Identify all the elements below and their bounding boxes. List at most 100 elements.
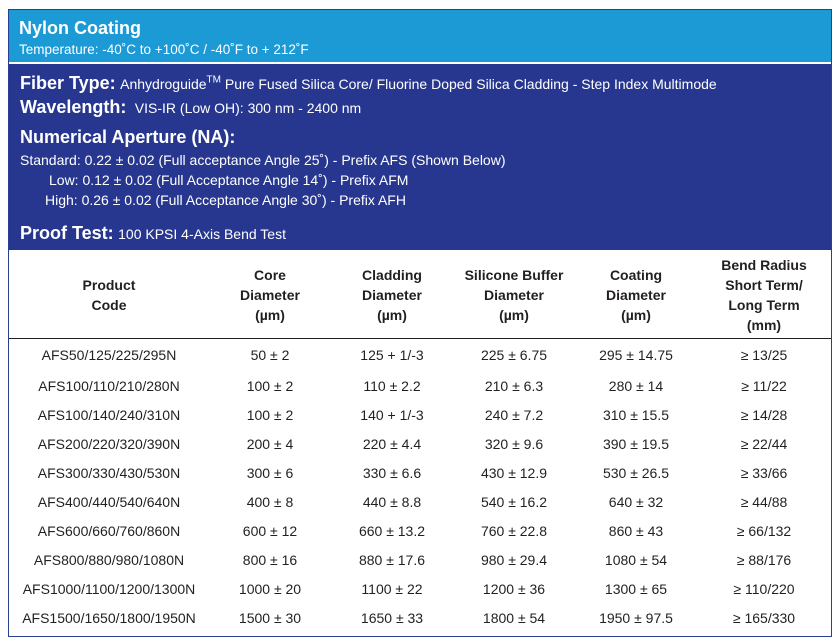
cell-buffer: 225 ± 6.75	[480, 347, 548, 363]
header-line: Cladding	[362, 267, 422, 283]
cell-product-code: AFS600/660/760/860N	[37, 522, 181, 539]
table-row: AFS600/660/760/860N 600 ± 12 660 ± 13.2 760…	[9, 516, 831, 545]
cell-coating: 295 ± 14.75	[599, 347, 673, 363]
cell-cladding: 660 ± 13.2	[358, 522, 426, 539]
cell-cladding: 330 ± 6.6	[362, 464, 422, 481]
cell-core: 1500 ± 30	[238, 609, 302, 626]
cell-core: 600 ± 12	[242, 522, 298, 539]
cell-bend-radius: ≥ 66/132	[736, 522, 792, 539]
fiber-type-label: Fiber Type:	[20, 73, 116, 93]
proof-test-label: Proof Test:	[20, 223, 114, 243]
header-line: Long Term	[728, 297, 800, 313]
cell-core: 300 ± 6	[246, 464, 294, 481]
cell-cladding: 140 + 1/-3	[360, 406, 424, 423]
cell-bend-radius: ≥ 33/66	[740, 464, 788, 481]
cell-coating: 390 ± 19.5	[602, 435, 670, 452]
cell-bend-radius: ≥ 14/28	[740, 406, 788, 423]
proof-test-line: Proof Test: 100 KPSI 4-Axis Bend Test	[20, 223, 286, 244]
header-line: (µm)	[377, 307, 407, 323]
header-line: (µm)	[499, 307, 529, 323]
title-bar: Nylon Coating Temperature: -40˚C to +100…	[9, 10, 831, 62]
cell-buffer: 240 ± 7.2	[484, 406, 544, 423]
cell-bend-radius: ≥ 22/44	[740, 435, 788, 452]
header-line: Short Term/	[725, 277, 803, 293]
table-header: Product Code Core Diameter (µm) Cladding Dia…	[9, 252, 831, 339]
header-line: Diameter	[484, 287, 544, 303]
cell-core: 100 ± 2	[246, 377, 294, 394]
cell-coating: 530 ± 26.5	[602, 464, 670, 481]
section-title: Nylon Coating	[19, 18, 141, 38]
cell-buffer: 1200 ± 36	[482, 580, 546, 597]
header-line: Coating	[609, 267, 663, 283]
wavelength-label: Wavelength:	[20, 97, 127, 117]
table-row: AFS800/880/980/1080N 800 ± 16 880 ± 17.6 98…	[9, 545, 831, 574]
cell-buffer: 430 ± 12.9	[480, 464, 548, 481]
header-line: Code	[91, 297, 127, 313]
cell-core: 400 ± 8	[246, 493, 294, 510]
table-row: AFS1500/1650/1800/1950N 1500 ± 30 1650 ± 3…	[9, 603, 831, 632]
cell-cladding: 125 + 1/-3	[360, 347, 424, 363]
wavelength-line: Wavelength: VIS-IR (Low OH): 300 nm - 24…	[20, 97, 361, 118]
cell-coating: 1300 ± 65	[604, 580, 668, 597]
cell-bend-radius: ≥ 88/176	[736, 551, 792, 568]
na-high: High: 0.26 ± 0.02 (Full Acceptance Angle…	[45, 192, 406, 208]
proof-test-value: 100 KPSI 4-Axis Bend Test	[118, 226, 286, 242]
cell-product-code: AFS1000/1100/1200/1300N	[22, 580, 196, 597]
document-frame	[8, 9, 832, 637]
fiber-brand: Anhydroguide	[120, 76, 207, 92]
table-row: AFS1000/1100/1200/1300N 1000 ± 20 1100 ± 2…	[9, 574, 831, 603]
trademark-mark: TM	[206, 74, 221, 86]
cell-bend-radius: ≥ 44/88	[740, 493, 788, 510]
cell-cladding: 1650 ± 33	[360, 609, 424, 626]
cell-cladding: 440 ± 8.8	[362, 493, 422, 510]
cell-cladding: 880 ± 17.6	[358, 551, 426, 568]
header-row: Product Code Core Diameter (µm) Cladding Dia…	[9, 252, 831, 339]
table-row: AFS300/330/430/530N 300 ± 6 330 ± 6.6 430 ±…	[9, 458, 831, 487]
header-line: (µm)	[621, 307, 651, 323]
cell-product-code: AFS100/110/210/280N	[38, 377, 180, 394]
na-low: Low: 0.12 ± 0.02 (Full Acceptance Angle …	[49, 172, 409, 188]
cell-product-code: AFS200/220/320/390N	[37, 435, 181, 452]
header-line: Bend Radius	[721, 257, 807, 273]
cell-cladding: 220 ± 4.4	[362, 435, 422, 452]
header-bend-radius: Bend Radius Short Term/Long Term (mm)	[697, 252, 831, 339]
header-line: Diameter	[606, 287, 666, 303]
cell-core: 100 ± 2	[246, 406, 294, 423]
cell-coating: 1080 ± 54	[604, 551, 668, 568]
cell-buffer: 980 ± 29.4	[480, 551, 548, 568]
cell-product-code: AFS100/140/240/310N	[37, 406, 181, 423]
cell-product-code: AFS1500/1650/1800/1950N	[22, 609, 196, 626]
cell-core: 800 ± 16	[242, 551, 298, 568]
cell-bend-radius: ≥ 11/22	[741, 377, 787, 394]
cell-coating: 640 ± 32	[608, 493, 664, 510]
cell-bend-radius: ≥ 110/220	[733, 580, 795, 597]
cell-coating: 310 ± 15.5	[602, 406, 670, 423]
numerical-aperture-label: Numerical Aperture (NA):	[20, 127, 236, 147]
cell-coating: 860 ± 43	[608, 522, 664, 539]
cell-buffer: 760 ± 22.8	[480, 522, 548, 539]
cell-cladding: 1100 ± 22	[361, 580, 423, 597]
header-line: Diameter	[362, 287, 422, 303]
table-row: AFS50/125/225/295N 50 ± 2 125 + 1/-3 225 ± …	[9, 339, 831, 372]
cell-buffer: 210 ± 6.3	[484, 377, 544, 394]
cell-coating: 1950 ± 97.5	[599, 609, 673, 626]
header-coating-diameter: Coating Diameter (µm)	[575, 252, 697, 339]
table-row: AFS100/110/210/280N 100 ± 2 110 ± 2.2 210 ±…	[9, 371, 831, 400]
spec-panel: Fiber Type: AnhydroguideTM Pure Fused Si…	[9, 64, 831, 250]
cell-product-code: AFS300/330/430/530N	[37, 464, 181, 481]
product-spec-table: Product Code Core Diameter (µm) Cladding Dia…	[9, 252, 831, 632]
header-line: Product	[82, 277, 136, 293]
cell-core: 1000 ± 20	[238, 580, 302, 597]
cell-product-code: AFS400/440/540/640N	[37, 493, 181, 510]
table-row: AFS100/140/240/310N 100 ± 2 140 + 1/-3 240 …	[9, 400, 831, 429]
header-line: (µm)	[255, 307, 285, 323]
header-buffer-diameter: Silicone Buffer Diameter (µm)	[453, 252, 575, 339]
table-body: AFS50/125/225/295N 50 ± 2 125 + 1/-3 225 ± …	[9, 339, 831, 633]
cell-cladding: 110 ± 2.2	[363, 377, 421, 394]
header-cladding-diameter: Cladding Diameter (µm)	[331, 252, 453, 339]
fiber-type-line: Fiber Type: AnhydroguideTM Pure Fused Si…	[20, 73, 717, 94]
cell-core: 50 ± 2	[250, 347, 290, 363]
cell-buffer: 1800 ± 54	[482, 609, 546, 626]
na-standard: Standard: 0.22 ± 0.02 (Full acceptance A…	[20, 152, 506, 168]
cell-bend-radius: ≥ 13/25	[740, 347, 788, 363]
